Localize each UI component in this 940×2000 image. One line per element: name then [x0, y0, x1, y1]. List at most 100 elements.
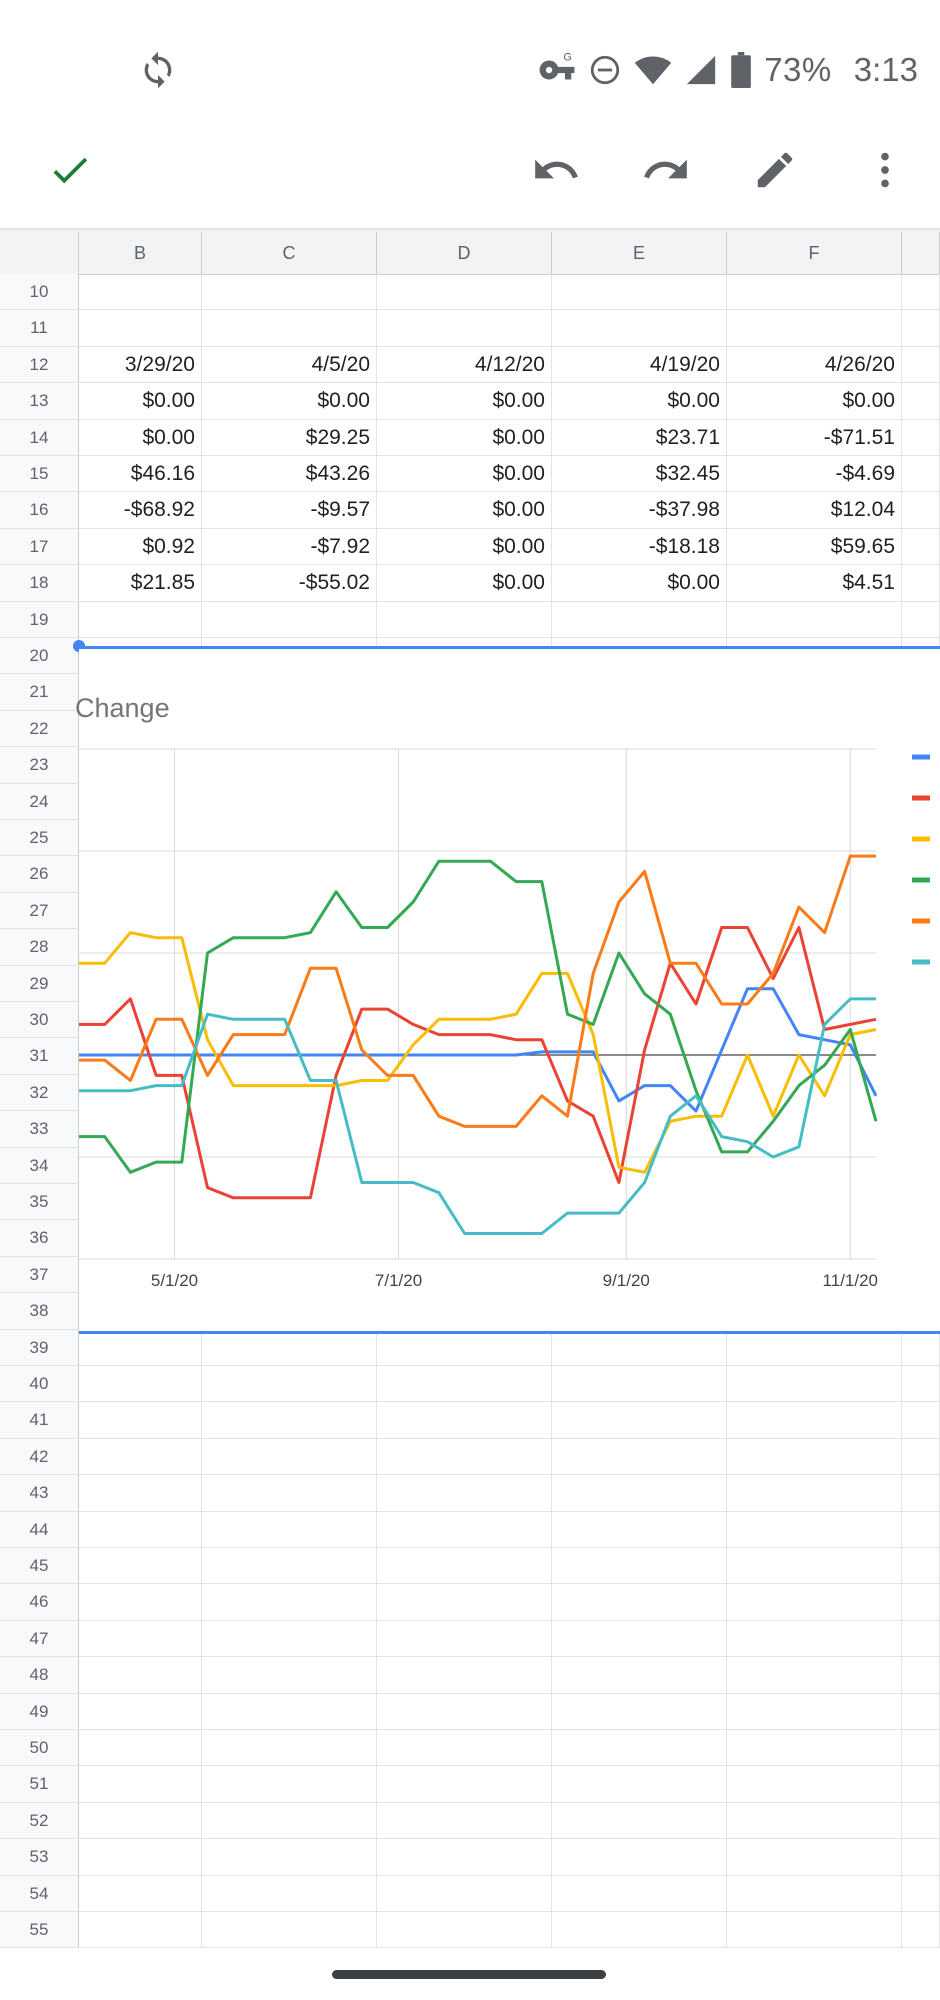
cell[interactable] [202, 1329, 377, 1365]
cell[interactable] [202, 1657, 377, 1693]
cell[interactable] [552, 1329, 727, 1365]
cell[interactable] [552, 1730, 727, 1766]
cell[interactable] [552, 310, 727, 346]
row-number[interactable]: 53 [0, 1839, 79, 1875]
cell[interactable] [202, 1548, 377, 1584]
cell[interactable]: $0.00 [377, 383, 552, 419]
cell[interactable] [727, 1402, 902, 1438]
row-number[interactable]: 12 [0, 346, 79, 383]
cell[interactable] [377, 1329, 552, 1365]
cell[interactable] [727, 1839, 902, 1875]
cell[interactable] [552, 1402, 727, 1438]
cell[interactable] [377, 601, 552, 637]
cell[interactable] [79, 1329, 202, 1365]
cell[interactable] [727, 1475, 902, 1511]
cell[interactable] [902, 1366, 940, 1402]
line-chart[interactable]: Change 5/1/20 7/1/20 9/1/20 11/1/20 [75, 646, 940, 1334]
cell[interactable] [727, 1766, 902, 1802]
cell[interactable] [79, 1620, 202, 1657]
cell[interactable] [202, 1912, 377, 1948]
cell[interactable] [202, 1875, 377, 1911]
cell[interactable] [902, 1839, 940, 1875]
cell[interactable] [727, 1438, 902, 1475]
cell[interactable]: -$18.18 [552, 528, 727, 565]
row-number[interactable]: 47 [0, 1620, 79, 1657]
cell[interactable] [902, 1657, 940, 1693]
cell[interactable] [902, 383, 940, 419]
column-header[interactable]: E [552, 232, 727, 274]
column-header[interactable]: C [202, 232, 377, 274]
spreadsheet-grid[interactable]: B C D E F 10 11 12 3/29/20 4/5/20 4/12/20 4/19… [0, 232, 940, 1950]
cell[interactable] [377, 1730, 552, 1766]
row-number[interactable]: 32 [0, 1074, 79, 1111]
cell[interactable]: -$4.69 [727, 456, 902, 492]
cell[interactable]: $4.51 [727, 565, 902, 601]
row-number[interactable]: 25 [0, 820, 79, 856]
column-header[interactable] [902, 232, 940, 274]
row-number[interactable]: 51 [0, 1766, 79, 1802]
row-number[interactable]: 31 [0, 1038, 79, 1074]
row-number[interactable]: 28 [0, 929, 79, 965]
cell[interactable] [552, 1366, 727, 1402]
cell[interactable] [902, 1912, 940, 1948]
row-number[interactable]: 26 [0, 856, 79, 892]
cell[interactable]: -$9.57 [202, 492, 377, 528]
undo-icon[interactable] [526, 140, 586, 200]
cell[interactable]: $0.00 [202, 383, 377, 419]
row-number[interactable]: 10 [0, 274, 79, 310]
cell[interactable] [902, 1766, 940, 1802]
cell[interactable] [902, 1402, 940, 1438]
row-number[interactable]: 46 [0, 1584, 79, 1620]
cell[interactable] [79, 1548, 202, 1584]
cell[interactable] [552, 1620, 727, 1657]
cell[interactable] [727, 310, 902, 346]
redo-icon[interactable] [636, 140, 696, 200]
column-header[interactable]: D [377, 232, 552, 274]
cell[interactable] [727, 1584, 902, 1620]
cell[interactable] [552, 1766, 727, 1802]
row-number[interactable]: 49 [0, 1693, 79, 1729]
cell[interactable]: $0.00 [377, 492, 552, 528]
cell[interactable] [552, 1693, 727, 1729]
row-number[interactable]: 13 [0, 383, 79, 419]
cell[interactable] [902, 1693, 940, 1729]
cell[interactable] [79, 1366, 202, 1402]
row-number[interactable]: 23 [0, 747, 79, 783]
cell[interactable] [79, 1802, 202, 1839]
row-number[interactable]: 37 [0, 1256, 79, 1293]
cell[interactable] [377, 1802, 552, 1839]
row-number[interactable]: 36 [0, 1220, 79, 1256]
cell[interactable] [727, 1657, 902, 1693]
cell[interactable] [902, 274, 940, 310]
row-number[interactable]: 16 [0, 492, 79, 528]
row-number[interactable]: 19 [0, 601, 79, 637]
row-number[interactable]: 50 [0, 1730, 79, 1766]
row-number[interactable]: 35 [0, 1184, 79, 1220]
cell[interactable] [552, 601, 727, 637]
cell[interactable] [202, 1438, 377, 1475]
cell[interactable] [79, 1438, 202, 1475]
cell[interactable]: $12.04 [727, 492, 902, 528]
cell[interactable] [727, 1620, 902, 1657]
cell[interactable] [79, 1875, 202, 1911]
cell[interactable] [902, 1730, 940, 1766]
cell[interactable] [79, 1912, 202, 1948]
cell[interactable] [552, 1475, 727, 1511]
cell[interactable]: -$68.92 [79, 492, 202, 528]
row-number[interactable]: 52 [0, 1802, 79, 1839]
cell[interactable] [552, 1875, 727, 1911]
cell[interactable] [79, 1584, 202, 1620]
row-number[interactable]: 11 [0, 310, 79, 346]
cell[interactable] [727, 1548, 902, 1584]
cell[interactable] [727, 1730, 902, 1766]
cell[interactable] [727, 1329, 902, 1365]
pencil-icon[interactable] [745, 140, 805, 200]
cell[interactable]: $0.00 [377, 456, 552, 492]
row-number[interactable]: 15 [0, 456, 79, 492]
cell[interactable] [79, 1730, 202, 1766]
cell[interactable] [902, 528, 940, 565]
cell[interactable] [202, 1366, 377, 1402]
row-number[interactable]: 29 [0, 965, 79, 1001]
cell[interactable]: 4/12/20 [377, 346, 552, 383]
row-number[interactable]: 21 [0, 674, 79, 710]
